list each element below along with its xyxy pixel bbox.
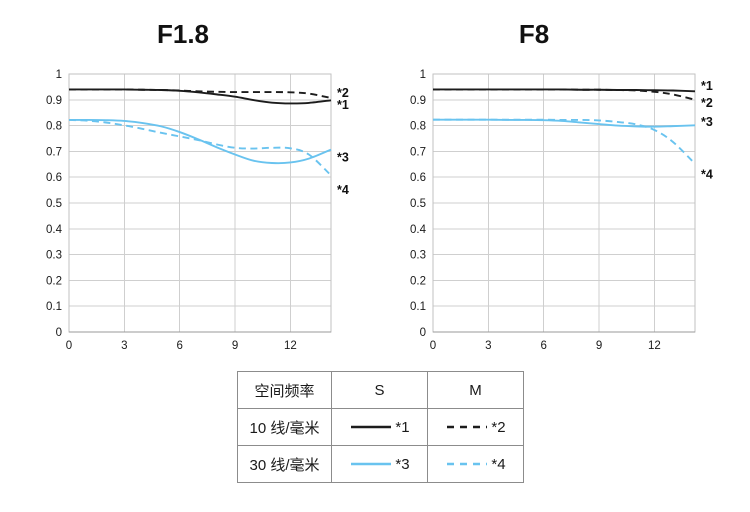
- y-tick-label: 0.4: [46, 224, 63, 236]
- series-line-*3: [68, 118, 332, 165]
- plot-svg: 1 0.9 0.8 0.7 0.6 0.5 0.4 0.3 0.2 0.1 00 3 6 9 12 *1*2 *…: [46, 69, 349, 352]
- legend-label-s30: *3: [395, 455, 410, 473]
- legend-label-m30: *4: [491, 455, 506, 473]
- y-tick-label: 0.6: [46, 172, 62, 184]
- chart-plot-f8: 1 0.9 0.8 0.7 0.6 0.5 0.4 0.3 0.2 0.1 0 0 3 6 9 12 *1 *2 *…: [393, 66, 738, 366]
- y-tick-label: 1: [56, 69, 62, 81]
- y-tick-label: 0.7: [410, 146, 426, 158]
- series-label-*3: *3: [701, 115, 713, 129]
- chart-title-f8: F8: [518, 19, 550, 49]
- legend-freq-10: 10 线/毫米: [237, 408, 332, 446]
- chart-plot-f1-8: 1 0.9 0.8 0.7 0.6 0.5 0.4 0.3 0.2 0.1 0 0 3 6 9 12 *1 *2 *…: [29, 66, 374, 366]
- y-tick-label: 1: [420, 69, 426, 81]
- dashed-blue-line-icon: [447, 463, 488, 466]
- y-tick-label: 0.2: [410, 275, 426, 287]
- x-tick-label: 9: [232, 340, 238, 352]
- dashed-black-line-icon: [447, 426, 488, 429]
- x-tick-label: 9: [596, 340, 602, 352]
- legend-label-s10: *1: [395, 418, 410, 436]
- y-tick-label: 0.3: [46, 250, 62, 262]
- series-label-*1: *1: [337, 98, 349, 112]
- y-tick-label: 0.2: [46, 275, 62, 287]
- legend-sample-m10: *2: [445, 418, 506, 436]
- legend-table: 空间频率 S M 10 线/毫米 *1: [237, 371, 524, 483]
- chart-f1-8: F1.8 1 0.9 0.8 0.7 0.6 0.5 0.4 0.3 0.2 0.1 0 0 3 6 9 12…: [29, 18, 374, 366]
- x-tick-label: 6: [541, 340, 547, 352]
- legend-header-meridional: M: [427, 371, 524, 409]
- x-tick-label: 0: [66, 340, 72, 352]
- solid-blue-line-icon: [351, 463, 392, 466]
- series-line-*1: [68, 88, 332, 105]
- y-tick-label: 0: [56, 327, 62, 339]
- y-tick-label: 0.5: [46, 198, 62, 210]
- x-tick-label: 3: [121, 340, 127, 352]
- legend-header-frequency: 空间频率: [237, 371, 332, 409]
- legend-header-sagittal: S: [331, 371, 428, 409]
- series-line-*4: [432, 118, 696, 165]
- legend-label-m10: *2: [491, 418, 506, 436]
- y-tick-label: 0.8: [46, 121, 62, 133]
- legend-header-row: 空间频率 S M: [237, 371, 524, 409]
- series-line-*3: [432, 118, 696, 128]
- y-tick-label: 0.5: [410, 198, 426, 210]
- x-tick-label: 12: [284, 340, 297, 352]
- y-tick-label: 0.1: [410, 301, 426, 313]
- series-label-*4: *4: [701, 168, 713, 182]
- series-label-*1: *1: [701, 79, 713, 93]
- series-line-*4: [68, 118, 332, 177]
- solid-black-line-icon: [351, 426, 392, 429]
- x-tick-label: 0: [430, 340, 436, 352]
- y-tick-label: 0: [420, 327, 426, 339]
- x-tick-label: 3: [485, 340, 491, 352]
- x-tick-label: 6: [177, 340, 183, 352]
- legend-sample-s10: *1: [349, 418, 410, 436]
- y-tick-label: 0.9: [46, 95, 62, 107]
- y-tick-label: 0.1: [46, 301, 62, 313]
- legend-row-30-lines: 30 线/毫米 *3 *4: [237, 445, 524, 483]
- chart-title-f1-8: F1.8: [156, 19, 210, 49]
- legend-freq-30: 30 线/毫米: [237, 445, 332, 483]
- series-label-*2: *2: [337, 86, 349, 100]
- y-tick-label: 0.6: [410, 172, 426, 184]
- y-tick-label: 0.4: [410, 224, 427, 236]
- y-tick-label: 0.3: [410, 250, 426, 262]
- legend-row-10-lines: 10 线/毫米 *1 *2: [237, 408, 524, 446]
- plot-svg: 1 0.9 0.8 0.7 0.6 0.5 0.4 0.3 0.2 0.1 00 3 6 9 12 *1 *2 *…: [410, 69, 713, 352]
- legend-sample-m30: *4: [445, 455, 506, 473]
- series-label-*4: *4: [337, 183, 349, 197]
- y-tick-label: 0.8: [410, 121, 426, 133]
- x-tick-label: 12: [648, 340, 661, 352]
- y-tick-label: 0.9: [410, 95, 426, 107]
- series-label-*2: *2: [701, 96, 713, 110]
- series-line-*2: [68, 88, 332, 99]
- y-tick-label: 0.7: [46, 146, 62, 158]
- series-label-*3: *3: [337, 151, 349, 165]
- chart-f8: F8 1 0.9 0.8 0.7 0.6 0.5 0.4 0.3 0.2 0.1 0 0 3 6 9 12 *1…: [393, 18, 738, 366]
- legend-sample-s30: *3: [349, 455, 410, 473]
- series-line-*2: [432, 88, 696, 101]
